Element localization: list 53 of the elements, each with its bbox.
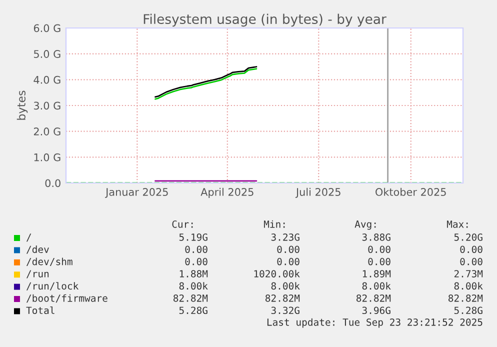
x-tick-label: Januar 2025 (105, 188, 168, 198)
y-tick-label: 4.0 G (34, 76, 60, 84)
text: 1020.00k (254, 270, 300, 278)
legend-label: /boot/firmware (26, 294, 108, 303)
text: 5.20G (454, 233, 482, 241)
text: 5.28G (179, 306, 208, 314)
y-tick-label: 1.0 G (34, 153, 60, 162)
text: Cur: (172, 220, 193, 228)
text: 0.00 (368, 246, 390, 254)
text: 0.00 (460, 246, 482, 254)
text: 3.88G (362, 233, 390, 241)
x-tick-label: Juli 2025 (295, 188, 340, 198)
text: 8.00k (454, 282, 483, 290)
text: 0.00 (185, 246, 208, 254)
text: 1.89M (362, 270, 391, 278)
legend-label: /dev (26, 246, 49, 254)
text: 8.00k (271, 282, 300, 290)
text: 0.00 (277, 246, 300, 254)
text: Max: (446, 220, 468, 228)
text: 82.82M (448, 294, 483, 302)
text: 3.32G (271, 306, 300, 314)
y-tick-label: 6.0 G (34, 24, 60, 32)
y-tick-label: 5.0 G (34, 50, 60, 58)
text: Avg: (354, 220, 376, 230)
text: 8.00k (179, 282, 208, 290)
text: 0.00 (368, 258, 390, 266)
text: 3.23G (271, 233, 300, 241)
text: Min: (264, 220, 285, 228)
text: 82.82M (356, 294, 391, 302)
text: 0.00 (185, 258, 208, 266)
legend-label: / (26, 234, 32, 242)
text: 8.00k (362, 282, 391, 290)
chart-title: Filesystem usage (in bytes) - by year (144, 14, 386, 27)
text: 82.82M (266, 294, 300, 302)
text: 0.00 (460, 258, 482, 266)
y-tick-label: 2.0 G (34, 128, 60, 136)
text: 3.96G (362, 306, 390, 314)
text: 5.19G (179, 233, 208, 241)
legend-label: /dev/shm (26, 258, 72, 266)
text: 5.28G (454, 306, 482, 314)
text: 0.00 (277, 258, 300, 266)
text: Last update: Tue Sep 23 23:21:52 2025 (267, 318, 482, 328)
text: 2.73M (454, 270, 483, 278)
text: 1.88M (180, 270, 208, 278)
legend-label: /run (26, 270, 49, 278)
legend-label: Total (26, 306, 54, 314)
x-tick-label: Oktober 2025 (376, 188, 446, 196)
y-tick-label: 3.0 G (34, 102, 60, 110)
x-tick-label: April 2025 (200, 188, 254, 198)
text: 82.82M (174, 294, 208, 302)
legend-label: /run/lock (26, 282, 79, 290)
y-axis-title: bytes (16, 90, 28, 120)
y-tick-label: 0.0 (45, 179, 60, 188)
